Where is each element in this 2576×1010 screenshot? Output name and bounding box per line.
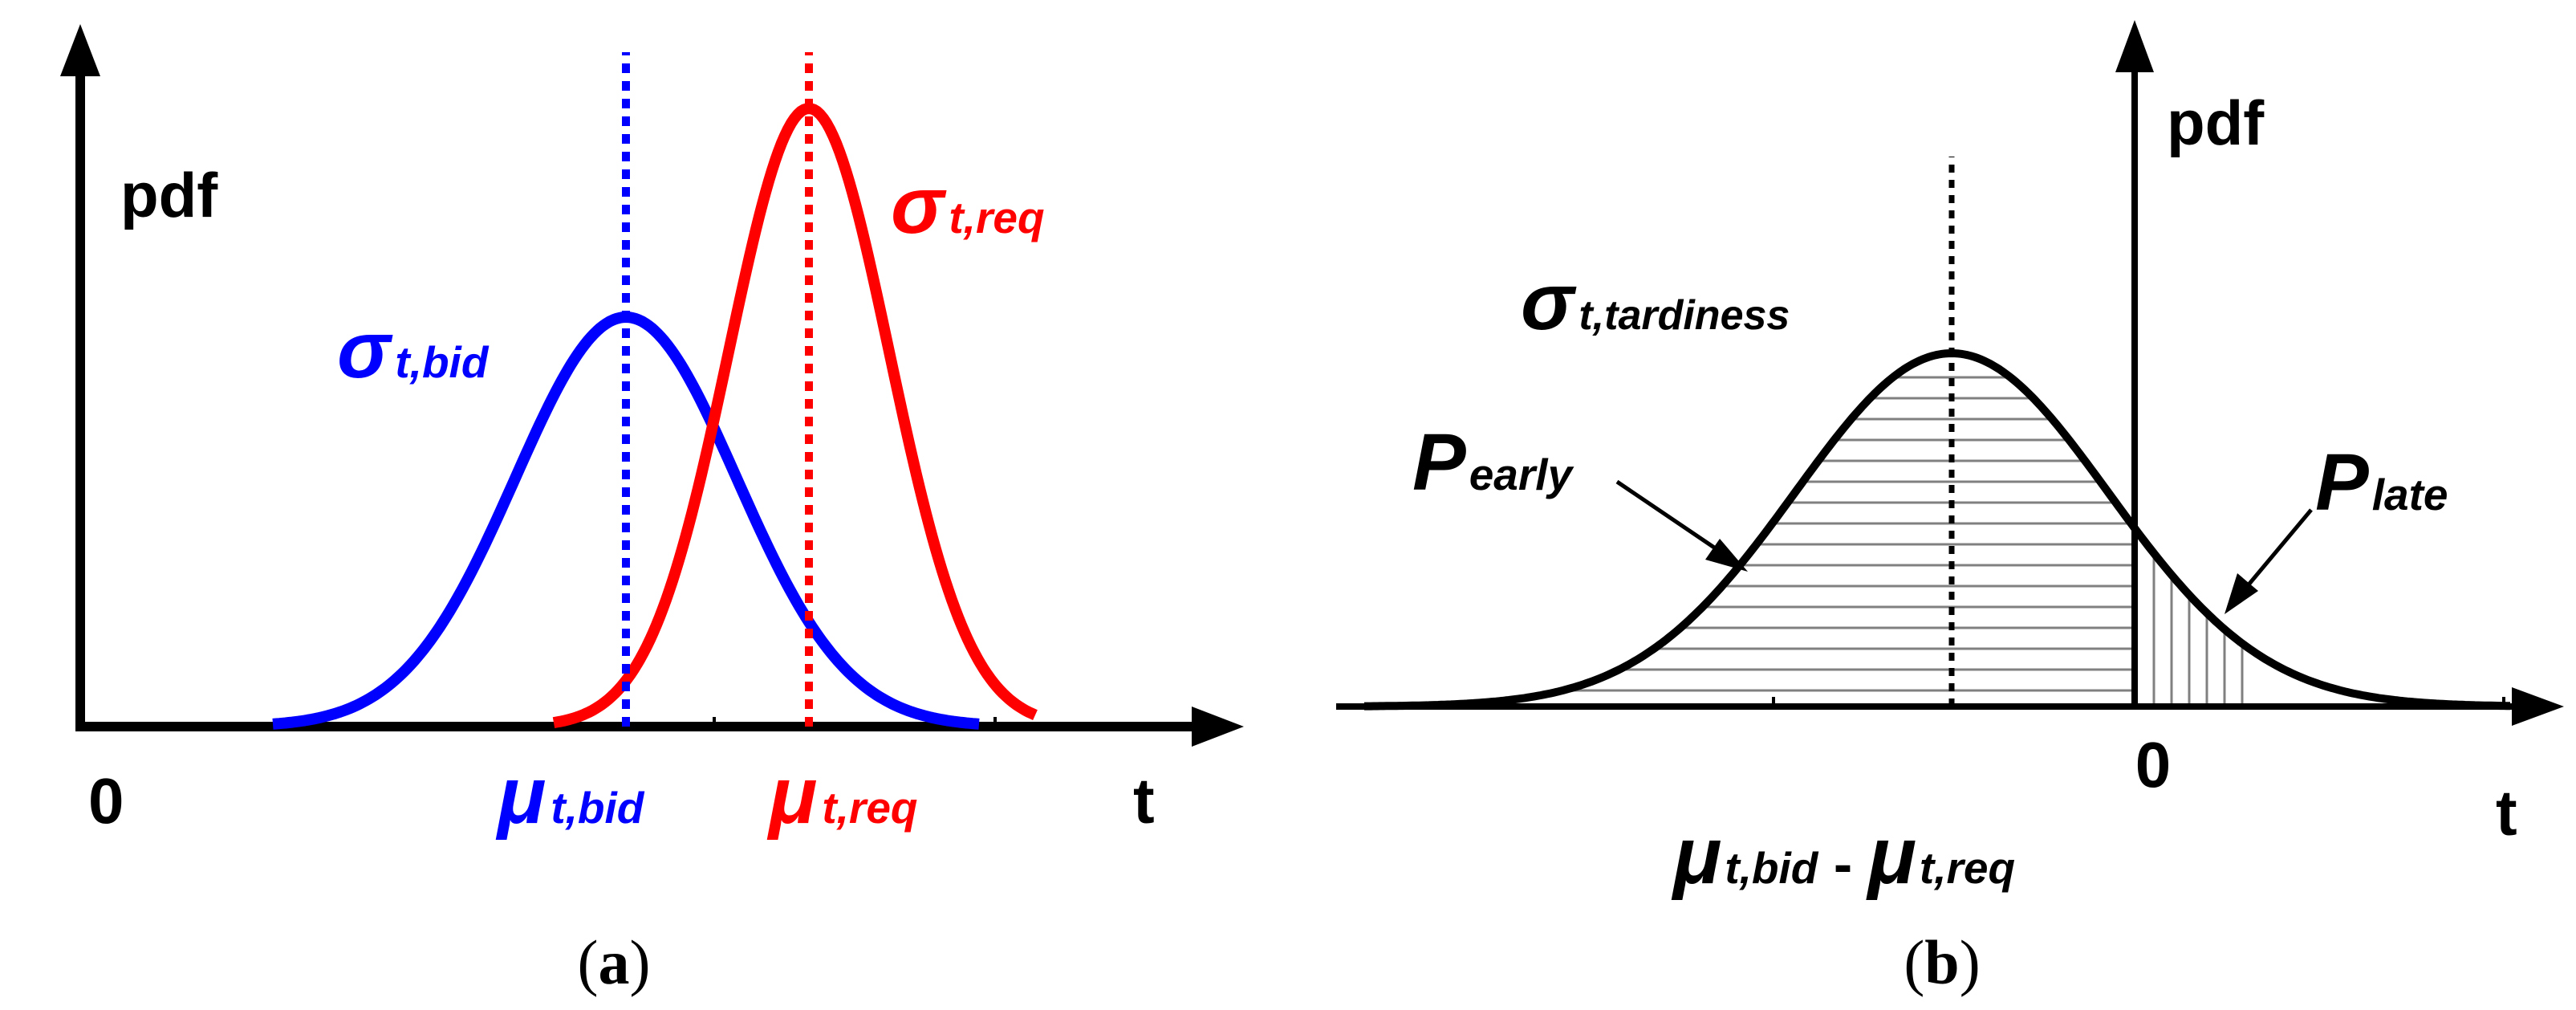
tardiness-distribution-curve xyxy=(1363,349,2511,711)
panel-b-x-axis-arrow-icon xyxy=(2512,687,2564,726)
p-early-label: Pearly xyxy=(1412,417,1574,507)
mu-req-label: μ t,req xyxy=(766,751,918,841)
p-late-pointer-arrow-icon xyxy=(2225,573,2258,614)
sigma-tardiness-label: σ t,tardiness xyxy=(1521,257,1790,347)
panel-a-x-axis-label: t xyxy=(1133,765,1155,837)
p-late-pointer-arrow xyxy=(2244,508,2313,590)
p-early-pointer-arrow xyxy=(1615,479,1723,555)
panel-a-caption: (a) xyxy=(578,927,651,997)
sigma-bid-label: σ t,bid xyxy=(337,305,490,395)
panel-b-y-axis-arrow-icon xyxy=(2115,20,2154,72)
panel-b: pdf t 0 σ t,tardiness Pearly Plate μt,bid… xyxy=(1336,20,2564,997)
panel-b-x-axis-label: t xyxy=(2496,777,2517,849)
panel-b-y-axis-label: pdf xyxy=(2167,88,2265,158)
panel-a-origin-label: 0 xyxy=(88,765,124,837)
sigma-req-label: σ t,req xyxy=(891,161,1045,250)
panel-b-zero-label: 0 xyxy=(2135,729,2172,800)
mu-bid-label: μ t,bid xyxy=(495,751,645,841)
mean-difference-label: μt,bid - μt,req xyxy=(1671,811,2015,901)
panel-b-caption: (b) xyxy=(1904,927,1980,997)
p-late-hatch-area xyxy=(2152,553,2244,707)
panel-a-x-axis-arrow-icon xyxy=(1192,707,1244,747)
p-late-label: Plate xyxy=(2315,438,2448,527)
req-distribution-curve xyxy=(551,103,1038,728)
p-early-pointer-arrow-icon xyxy=(1705,539,1748,572)
panel-a: pdf t 0 σ t,bid σ t,req μ t,bid μ t,req (a) xyxy=(60,24,1244,997)
panel-a-y-axis-label: pdf xyxy=(120,160,218,230)
panel-a-y-axis-arrow-icon xyxy=(60,24,100,76)
